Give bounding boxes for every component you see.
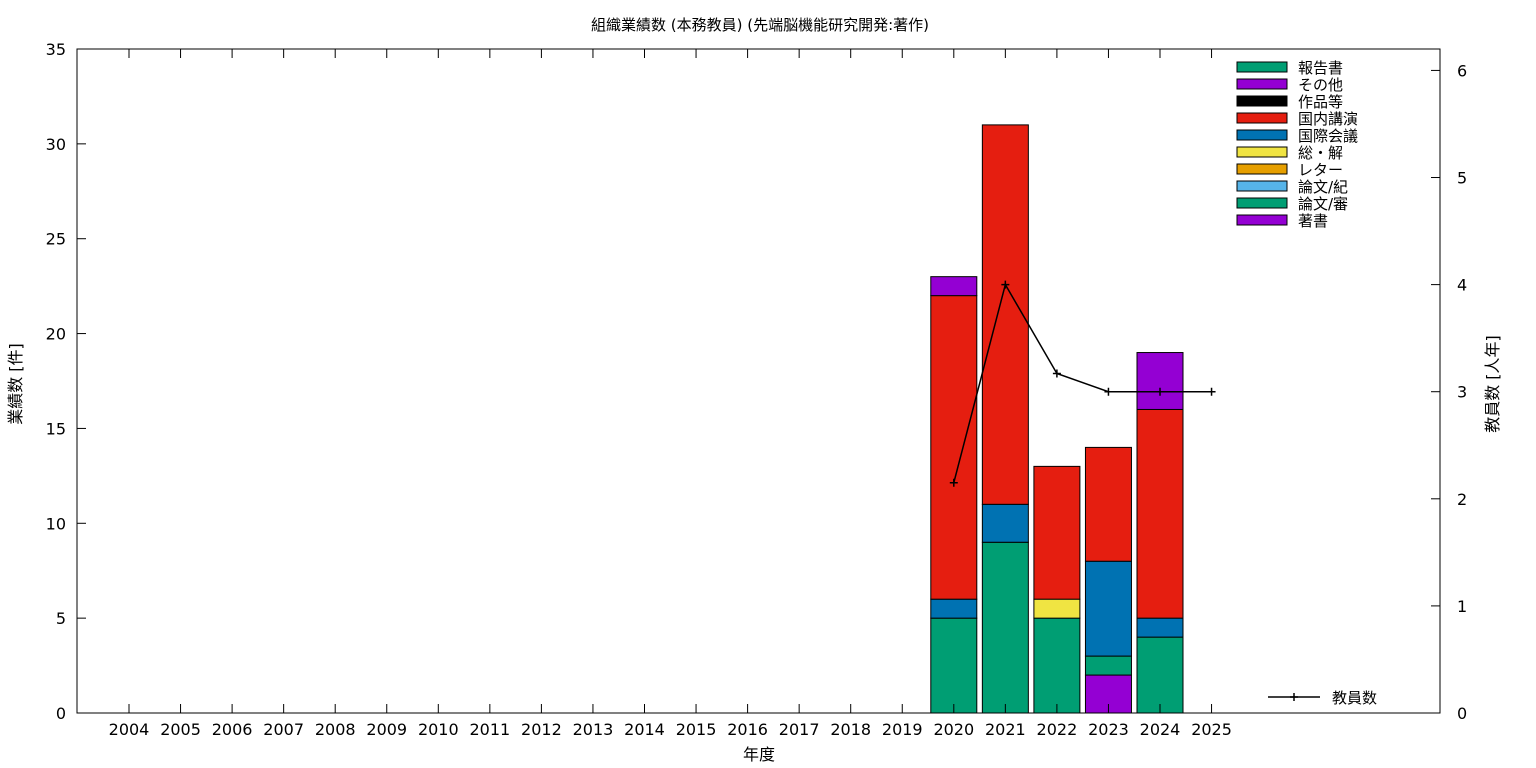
bars-layer — [930, 124, 1184, 714]
legend-swatch-1 — [1236, 78, 1288, 90]
y-tick-label: 20 — [46, 325, 66, 344]
bar-2023-series-1 — [1084, 655, 1132, 676]
bar-2024-series-6 — [1136, 408, 1184, 619]
chart-title: 組織業績数 (本務教員) (先端脳機能研究開発:著作) — [591, 16, 929, 34]
y-tick-label: 10 — [46, 514, 66, 533]
line-point-2021 — [1001, 280, 1010, 289]
legend-swatch-4 — [1236, 129, 1288, 141]
legend-label-8: 論文/審 — [1298, 195, 1348, 213]
bar-2024-series-8 — [1136, 352, 1184, 410]
x-tick-label: 2013 — [573, 720, 614, 739]
bar-2023-series-5 — [1084, 560, 1132, 657]
y2-tick-label: 3 — [1457, 383, 1467, 402]
y2-tick-label: 6 — [1457, 61, 1467, 80]
y2-tick-label: 0 — [1457, 704, 1467, 723]
x-tick-label: 2016 — [727, 720, 768, 739]
line-faculty-count — [953, 282, 1212, 483]
legend-label-4: 国際会議 — [1298, 127, 1358, 145]
y2-tick-label: 5 — [1457, 169, 1467, 188]
x-tick-label: 2024 — [1140, 720, 1181, 739]
plot-frame — [76, 48, 1441, 714]
legend-swatch-5 — [1236, 146, 1288, 158]
x-axis-label: 年度 — [743, 745, 775, 764]
x-tick-label: 2020 — [933, 720, 974, 739]
y-tick-label: 5 — [56, 609, 66, 628]
legend-label-3: 国内講演 — [1298, 110, 1358, 128]
y2-tick-label: 1 — [1457, 597, 1467, 616]
x-tick-label: 2025 — [1191, 720, 1232, 739]
line-point-2022 — [1052, 369, 1061, 378]
y-axis-label: 業績数 [件] — [6, 343, 25, 425]
x-tick-label: 2009 — [366, 720, 407, 739]
y2-tick-label: 2 — [1457, 490, 1467, 509]
y2-axis-label: 教員数 [人年] — [1483, 335, 1502, 433]
legend-swatch-8 — [1236, 197, 1288, 209]
x-tick-label: 2010 — [418, 720, 459, 739]
legend-line-label: 教員数 — [1332, 689, 1377, 707]
legend-swatch-6 — [1236, 163, 1288, 175]
y-tick-label: 15 — [46, 419, 66, 438]
legend-line-marker — [1290, 693, 1298, 701]
legend-label-0: 報告書 — [1298, 59, 1343, 77]
bar-2021-series-1 — [981, 541, 1029, 714]
y-tick-label: 25 — [46, 230, 66, 249]
bar-2024-series-5 — [1136, 617, 1184, 638]
line-point-2025 — [1207, 387, 1216, 396]
legend-label-7: 論文/紀 — [1298, 178, 1348, 196]
y-tick-label: 35 — [46, 40, 66, 59]
y-tick-label: 0 — [56, 704, 66, 723]
bar-2024-series-1 — [1136, 636, 1184, 714]
bar-2020-series-5 — [930, 598, 978, 619]
bar-2021-series-5 — [981, 503, 1029, 543]
bar-2023-series-6 — [1084, 446, 1132, 562]
bar-2022-series-1 — [1033, 617, 1081, 714]
bar-2021-series-6 — [981, 124, 1029, 505]
x-tick-label: 2011 — [469, 720, 510, 739]
x-tick-label: 2019 — [882, 720, 923, 739]
x-tick-label: 2018 — [830, 720, 871, 739]
x-tick-label: 2012 — [521, 720, 562, 739]
line-point-2020 — [949, 478, 958, 487]
bar-2022-series-6 — [1033, 465, 1081, 600]
x-tick-label: 2004 — [109, 720, 150, 739]
line-point-2024 — [1156, 387, 1164, 396]
x-tick-label: 2007 — [263, 720, 304, 739]
bar-2022-series-4 — [1033, 598, 1081, 619]
legend-swatch-0 — [1236, 61, 1288, 73]
bar-2020-series-8 — [930, 276, 978, 297]
legend-label-6: レター — [1298, 161, 1343, 179]
bar-2020-series-1 — [930, 617, 978, 714]
x-tick-label: 2017 — [779, 720, 820, 739]
x-tick-label: 2008 — [315, 720, 356, 739]
legend-swatch-7 — [1236, 180, 1288, 192]
x-tick-label: 2022 — [1037, 720, 1078, 739]
legend-swatch-3 — [1236, 112, 1288, 124]
x-tick-label: 2006 — [212, 720, 253, 739]
line-layer — [949, 280, 1216, 487]
y2-tick-label: 4 — [1457, 276, 1467, 295]
legend-label-9: 著書 — [1298, 212, 1328, 230]
legend-label-1: その他 — [1298, 76, 1343, 94]
x-tick-label: 2015 — [676, 720, 717, 739]
x-tick-label: 2023 — [1088, 720, 1129, 739]
x-tick-label: 2005 — [160, 720, 201, 739]
legend-label-5: 総・解 — [1298, 144, 1343, 162]
legend-swatch-9 — [1236, 214, 1288, 226]
legend-label-2: 作品等 — [1298, 93, 1343, 111]
line-point-2023 — [1104, 387, 1113, 396]
x-tick-label: 2021 — [985, 720, 1026, 739]
bar-2020-series-6 — [930, 295, 978, 600]
legend-swatch-2 — [1236, 95, 1288, 107]
y-tick-label: 30 — [46, 135, 66, 154]
x-tick-label: 2014 — [624, 720, 665, 739]
